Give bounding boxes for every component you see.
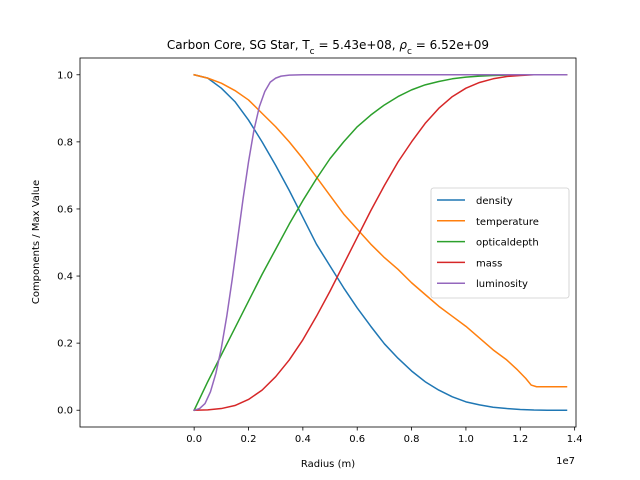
legend-label-luminosity: luminosity (476, 279, 528, 290)
legend: density temperature opticaldepth mass lumino… (430, 187, 570, 299)
x-tick-label: 0.8 (404, 434, 420, 445)
title-density-subscript: c (407, 47, 412, 57)
y-tick-label: 0.4 (57, 272, 73, 283)
series-line-mass (193, 74, 568, 411)
legend-box (430, 187, 570, 299)
title-density-value: = 6.52e+09 (412, 38, 489, 52)
series-line-density (193, 73, 568, 411)
x-tick-label: 1.0 (458, 434, 474, 445)
y-tick-label: 1.0 (57, 70, 73, 81)
legend-label-density: density (476, 196, 513, 207)
axes-frame (79, 57, 577, 428)
plot-area (193, 73, 568, 412)
x-tick-label: 0.6 (349, 434, 365, 445)
x-tick-label: 0.2 (241, 434, 257, 445)
x-tick-label: 1.2 (512, 434, 528, 445)
legend-label-temperature: temperature (476, 217, 539, 228)
axes: 0.0 0.2 0.4 0.6 0.8 1.0 1.2 1.4 0.0 0.2 0.4 0.6 0.8 1… (57, 57, 583, 445)
x-tick-label: 0.4 (295, 434, 311, 445)
x-tick-label: 1.4 (567, 434, 583, 445)
y-axis-label: Components / Max Value (31, 180, 42, 304)
x-tick-label: 0.0 (186, 434, 202, 445)
title-temperature-value: = 5.43e+08, (315, 38, 400, 52)
series-line-luminosity (193, 74, 568, 412)
x-axis-label: Radius (m) (301, 459, 355, 470)
chart-title: Carbon Core, SG Star, Tc = 5.43e+08, ρc … (167, 38, 489, 57)
y-tick-label: 0.6 (57, 204, 73, 215)
legend-label-opticaldepth: opticaldepth (476, 238, 539, 249)
y-tick-label: 0.8 (57, 137, 73, 148)
series-line-temperature (193, 73, 568, 388)
x-axis-offset-text: 1e7 (556, 456, 575, 467)
title-text-prefix: Carbon Core, SG Star, T (167, 38, 310, 52)
y-tick-label: 0.2 (57, 339, 73, 350)
legend-label-mass: mass (476, 258, 502, 269)
title-rho-symbol: ρ (399, 38, 407, 52)
y-tick-label: 0.0 (57, 406, 73, 417)
title-temperature-subscript: c (310, 47, 315, 57)
